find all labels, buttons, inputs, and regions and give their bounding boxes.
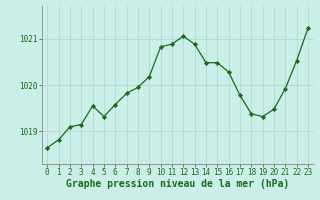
X-axis label: Graphe pression niveau de la mer (hPa): Graphe pression niveau de la mer (hPa) [66, 179, 289, 189]
